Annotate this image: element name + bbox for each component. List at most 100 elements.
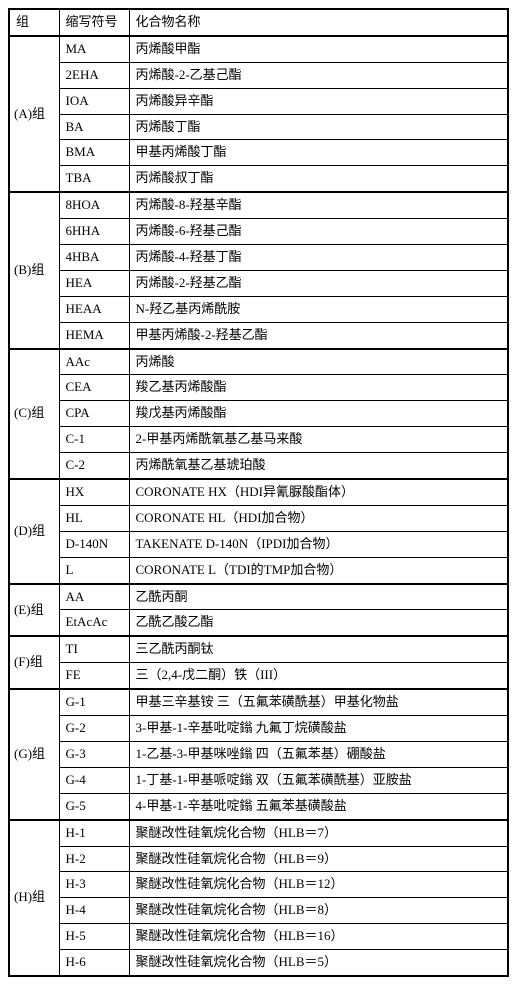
name-cell: 1-乙基-3-甲基咪唑鎓 四（五氟苯基）硼酸盐 [129,741,508,767]
abbr-cell: FE [59,663,129,689]
table-row: 4HBA丙烯酸-4-羟基丁酯 [9,245,508,271]
table-row: H-6聚醚改性硅氧烷化合物（HLB＝5） [9,950,508,976]
group-label-cell: (H)组 [9,820,59,976]
name-cell: 丙烯酸-2-羟基乙酯 [129,270,508,296]
table-header-row: 组 缩写符号 化合物名称 [9,9,508,36]
table-row: H-5聚醚改性硅氧烷化合物（HLB＝16） [9,924,508,950]
abbr-cell: IOA [59,88,129,114]
name-cell: 羧乙基丙烯酸酯 [129,375,508,401]
col-header-name: 化合物名称 [129,9,508,36]
group-label-cell: (E)组 [9,584,59,637]
name-cell: 聚醚改性硅氧烷化合物（HLB＝12） [129,872,508,898]
abbr-cell: EtAcAc [59,610,129,636]
compound-table: 组 缩写符号 化合物名称 (A)组MA丙烯酸甲酯2EHA丙烯酸-2-乙基己酯IO… [8,8,509,977]
abbr-cell: C-1 [59,427,129,453]
table-row: HEAAN-羟乙基丙烯酰胺 [9,296,508,322]
table-row: CEA羧乙基丙烯酸酯 [9,375,508,401]
name-cell: CORONATE L（TDI的TMP加合物） [129,557,508,583]
table-row: BA丙烯酸丁酯 [9,114,508,140]
name-cell: 4-甲基-1-辛基吡啶鎓 五氟苯基磺酸盐 [129,793,508,819]
abbr-cell: AA [59,584,129,610]
name-cell: 丙烯酸 [129,349,508,375]
abbr-cell: C-2 [59,453,129,479]
group-block: (H)组H-1聚醚改性硅氧烷化合物（HLB＝7）H-2聚醚改性硅氧烷化合物（HL… [9,820,508,976]
group-label-cell: (G)组 [9,689,59,819]
abbr-cell: TI [59,636,129,662]
abbr-cell: AAc [59,349,129,375]
table-row: 6HHA丙烯酸-6-羟基己酯 [9,219,508,245]
name-cell: 羧戊基丙烯酸酯 [129,401,508,427]
abbr-cell: 4HBA [59,245,129,271]
name-cell: N-羟乙基丙烯酰胺 [129,296,508,322]
name-cell: 丙烯酸-2-乙基己酯 [129,62,508,88]
name-cell: 丙烯酸叔丁酯 [129,166,508,192]
abbr-cell: CEA [59,375,129,401]
group-label-cell: (B)组 [9,192,59,348]
table-row: (D)组HXCORONATE HX（HDI异氰脲酸酯体） [9,479,508,505]
abbr-cell: G-3 [59,741,129,767]
abbr-cell: CPA [59,401,129,427]
table-row: HEA丙烯酸-2-羟基乙酯 [9,270,508,296]
table-row: 2EHA丙烯酸-2-乙基己酯 [9,62,508,88]
table-row: (H)组H-1聚醚改性硅氧烷化合物（HLB＝7） [9,820,508,846]
abbr-cell: H-5 [59,924,129,950]
group-label-cell: (A)组 [9,36,59,192]
table-row: (A)组MA丙烯酸甲酯 [9,36,508,62]
name-cell: 聚醚改性硅氧烷化合物（HLB＝16） [129,924,508,950]
table-row: TBA丙烯酸叔丁酯 [9,166,508,192]
table-row: (E)组AA乙酰丙酮 [9,584,508,610]
col-header-abbr: 缩写符号 [59,9,129,36]
table-row: BMA甲基丙烯酸丁酯 [9,140,508,166]
group-block: (A)组MA丙烯酸甲酯2EHA丙烯酸-2-乙基己酯IOA丙烯酸异辛酯BA丙烯酸丁… [9,36,508,192]
name-cell: 聚醚改性硅氧烷化合物（HLB＝9） [129,846,508,872]
group-label-cell: (F)组 [9,636,59,689]
table-row: HEMA甲基丙烯酸-2-羟基乙酯 [9,322,508,348]
table-row: CPA羧戊基丙烯酸酯 [9,401,508,427]
name-cell: 乙酰乙酸乙酯 [129,610,508,636]
abbr-cell: D-140N [59,531,129,557]
table-row: FE三（2,4-戊二酮）铁（III） [9,663,508,689]
abbr-cell: H-3 [59,872,129,898]
group-block: (E)组AA乙酰丙酮EtAcAc乙酰乙酸乙酯 [9,584,508,637]
table-row: H-3聚醚改性硅氧烷化合物（HLB＝12） [9,872,508,898]
name-cell: 2-甲基丙烯酰氧基乙基马来酸 [129,427,508,453]
table-row: G-54-甲基-1-辛基吡啶鎓 五氟苯基磺酸盐 [9,793,508,819]
abbr-cell: HEAA [59,296,129,322]
table-row: H-2聚醚改性硅氧烷化合物（HLB＝9） [9,846,508,872]
abbr-cell: BMA [59,140,129,166]
abbr-cell: MA [59,36,129,62]
name-cell: 1-丁基-1-甲基哌啶鎓 双（五氟苯磺酰基）亚胺盐 [129,767,508,793]
name-cell: 甲基丙烯酸-2-羟基乙酯 [129,322,508,348]
group-block: (D)组HXCORONATE HX（HDI异氰脲酸酯体）HLCORONATE H… [9,479,508,584]
table-row: C-12-甲基丙烯酰氧基乙基马来酸 [9,427,508,453]
abbr-cell: G-4 [59,767,129,793]
abbr-cell: G-5 [59,793,129,819]
table-row: (B)组8HOA丙烯酸-8-羟基辛酯 [9,192,508,218]
group-block: (G)组G-1甲基三辛基铵 三（五氟苯磺酰基）甲基化物盐G-23-甲基-1-辛基… [9,689,508,819]
table-row: H-4聚醚改性硅氧烷化合物（HLB＝8） [9,898,508,924]
abbr-cell: 6HHA [59,219,129,245]
col-header-group: 组 [9,9,59,36]
name-cell: 聚醚改性硅氧烷化合物（HLB＝8） [129,898,508,924]
name-cell: 甲基丙烯酸丁酯 [129,140,508,166]
name-cell: 甲基三辛基铵 三（五氟苯磺酰基）甲基化物盐 [129,689,508,715]
table-row: EtAcAc乙酰乙酸乙酯 [9,610,508,636]
name-cell: TAKENATE D-140N（IPDI加合物） [129,531,508,557]
name-cell: 3-甲基-1-辛基吡啶鎓 九氟丁烷磺酸盐 [129,716,508,742]
table-row: HLCORONATE HL（HDI加合物） [9,505,508,531]
table-row: IOA丙烯酸异辛酯 [9,88,508,114]
group-block: (F)组TI三乙酰丙酮钛FE三（2,4-戊二酮）铁（III） [9,636,508,689]
abbr-cell: BA [59,114,129,140]
abbr-cell: G-2 [59,716,129,742]
abbr-cell: 2EHA [59,62,129,88]
group-label-cell: (C)组 [9,349,59,479]
table-row: G-41-丁基-1-甲基哌啶鎓 双（五氟苯磺酰基）亚胺盐 [9,767,508,793]
table-row: LCORONATE L（TDI的TMP加合物） [9,557,508,583]
name-cell: 聚醚改性硅氧烷化合物（HLB＝7） [129,820,508,846]
table-row: G-31-乙基-3-甲基咪唑鎓 四（五氟苯基）硼酸盐 [9,741,508,767]
abbr-cell: H-6 [59,950,129,976]
abbr-cell: L [59,557,129,583]
table-row: G-23-甲基-1-辛基吡啶鎓 九氟丁烷磺酸盐 [9,716,508,742]
name-cell: 聚醚改性硅氧烷化合物（HLB＝5） [129,950,508,976]
table-row: C-2丙烯酰氧基乙基琥珀酸 [9,453,508,479]
